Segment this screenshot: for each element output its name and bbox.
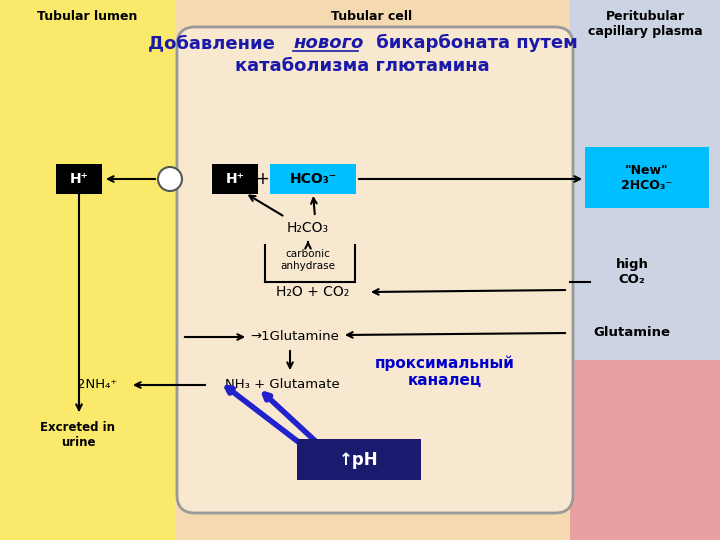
Text: NH₃ + Glutamate: NH₃ + Glutamate [225, 379, 339, 392]
Text: бикарбоната путем: бикарбоната путем [370, 34, 577, 52]
Text: проксимальный
каналец: проксимальный каналец [375, 355, 515, 388]
Text: нового: нового [293, 34, 364, 52]
FancyBboxPatch shape [177, 27, 573, 513]
FancyBboxPatch shape [270, 164, 356, 194]
Text: →1Glutamine: →1Glutamine [251, 330, 339, 343]
Text: H₂O + CO₂: H₂O + CO₂ [276, 285, 350, 299]
Circle shape [158, 167, 182, 191]
Text: Glutamine: Glutamine [593, 327, 670, 340]
FancyBboxPatch shape [297, 439, 421, 480]
Text: H⁺: H⁺ [70, 172, 89, 186]
Text: 2NH₄⁺: 2NH₄⁺ [77, 379, 117, 392]
Text: Excreted in
urine: Excreted in urine [40, 421, 115, 449]
Text: +: + [255, 170, 269, 188]
Bar [0, 0, 175, 540]
Text: carbonic
anhydrase: carbonic anhydrase [281, 249, 336, 271]
Text: H₂CO₃: H₂CO₃ [287, 221, 329, 235]
FancyBboxPatch shape [585, 147, 709, 208]
FancyBboxPatch shape [56, 164, 102, 194]
Bar [570, 0, 720, 540]
Text: Добавление: Добавление [148, 34, 281, 52]
Text: HCO₃⁻: HCO₃⁻ [289, 172, 336, 186]
FancyBboxPatch shape [212, 164, 258, 194]
Text: Peritubular
capillary plasma: Peritubular capillary plasma [588, 10, 702, 38]
Text: high
CO₂: high CO₂ [616, 258, 649, 286]
Text: Tubular lumen: Tubular lumen [37, 10, 138, 23]
Bar [175, 0, 570, 540]
Text: "New"
2HCO₃⁻: "New" 2HCO₃⁻ [621, 164, 672, 192]
Text: ↑рН: ↑рН [339, 451, 379, 469]
Text: Tubular cell: Tubular cell [331, 10, 413, 23]
Bar [570, 0, 720, 360]
Text: H⁺: H⁺ [225, 172, 244, 186]
Text: катаболизма глютамина: катаболизма глютамина [235, 57, 490, 75]
